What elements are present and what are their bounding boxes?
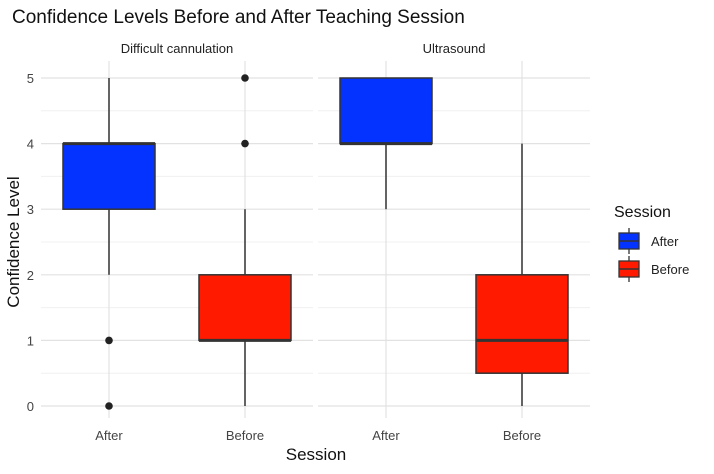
y-tick-label: 1 bbox=[27, 333, 34, 348]
x-tick-label: Before bbox=[503, 428, 541, 443]
panel-1: Difficult cannulation After Before bbox=[41, 41, 313, 443]
box-body bbox=[62, 142, 156, 210]
outlier-point bbox=[241, 74, 249, 82]
legend-label: Before bbox=[651, 262, 689, 277]
y-tick-label: 5 bbox=[27, 71, 34, 86]
box-body bbox=[339, 77, 433, 145]
outlier-point bbox=[105, 402, 113, 410]
y-axis-title: Confidence Level bbox=[4, 176, 23, 307]
outlier-point bbox=[105, 336, 113, 345]
box-before bbox=[475, 143, 569, 406]
panel-2: Ultrasound After Before bbox=[318, 41, 590, 443]
x-tick-label: After bbox=[372, 428, 400, 443]
panel-title: Difficult cannulation bbox=[121, 41, 234, 56]
outlier-point bbox=[241, 139, 249, 148]
legend-label: After bbox=[651, 234, 679, 249]
panel-title: Ultrasound bbox=[423, 41, 486, 56]
box-after bbox=[339, 77, 433, 210]
box-after bbox=[62, 78, 156, 410]
y-tick-label: 2 bbox=[27, 268, 34, 283]
legend-entry-after: After bbox=[618, 228, 679, 254]
box-before bbox=[198, 74, 292, 406]
y-tick-label: 3 bbox=[27, 202, 34, 217]
legend: Session After Before bbox=[614, 204, 689, 282]
box-body bbox=[198, 274, 292, 342]
x-tick-label: After bbox=[95, 428, 123, 443]
y-tick-label: 0 bbox=[27, 399, 34, 414]
legend-title: Session bbox=[614, 204, 671, 221]
x-axis-title: Session bbox=[286, 445, 346, 464]
chart-title: Confidence Levels Before and After Teach… bbox=[12, 7, 465, 28]
box-body bbox=[475, 274, 569, 374]
legend-entry-before: Before bbox=[618, 256, 689, 282]
y-tick-label: 4 bbox=[27, 137, 34, 152]
x-tick-label: Before bbox=[226, 428, 264, 443]
